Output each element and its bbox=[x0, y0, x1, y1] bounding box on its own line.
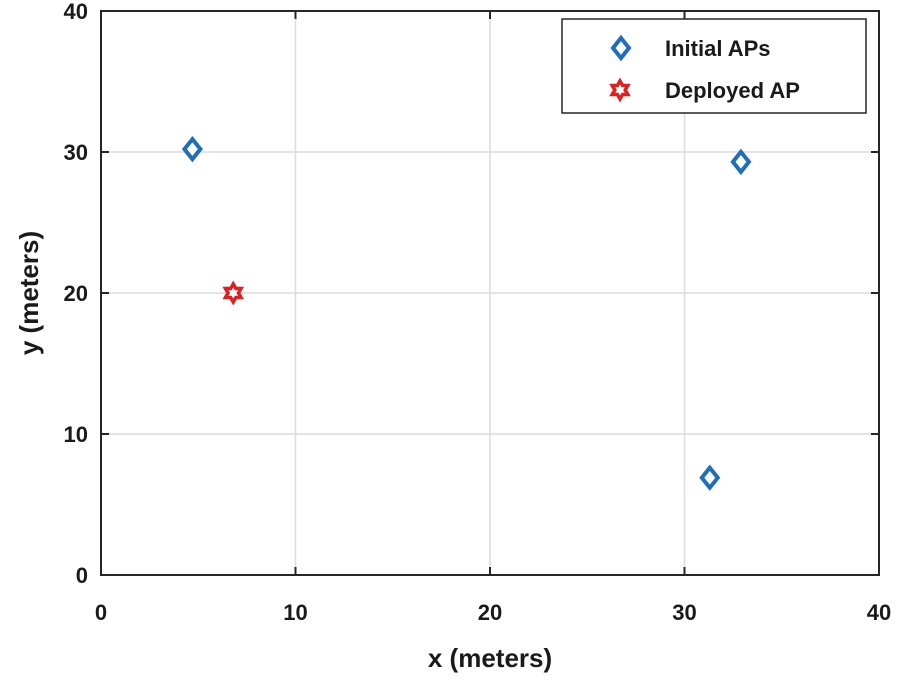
legend-diamond-icon bbox=[610, 34, 632, 62]
x-tick-label: 40 bbox=[867, 600, 891, 625]
x-axis-title: x (meters) bbox=[428, 643, 552, 673]
legend: Initial APs Deployed AP bbox=[561, 18, 867, 114]
data-points bbox=[181, 135, 752, 491]
y-axis-title: y (meters) bbox=[14, 231, 44, 355]
x-tick-labels: 0 10 20 30 40 bbox=[95, 600, 891, 625]
x-tick-label: 0 bbox=[95, 600, 107, 625]
y-tick-labels: 0 10 20 30 40 bbox=[64, 0, 88, 588]
initial-ap-point bbox=[181, 135, 203, 163]
legend-hexagram-icon bbox=[609, 77, 631, 103]
axis-ticks bbox=[100, 10, 880, 576]
initial-ap-point bbox=[699, 464, 721, 491]
x-tick-label: 30 bbox=[672, 600, 696, 625]
y-tick-label: 20 bbox=[64, 281, 88, 306]
y-tick-label: 10 bbox=[64, 422, 88, 447]
initial-ap-point bbox=[730, 148, 752, 176]
y-tick-label: 0 bbox=[76, 563, 88, 588]
legend-marker-deployed-ap bbox=[609, 77, 631, 103]
legend-label-deployed-ap: Deployed AP bbox=[665, 78, 800, 103]
legend-marker-initial-aps bbox=[610, 34, 632, 62]
y-tick-label: 30 bbox=[64, 140, 88, 165]
x-tick-label: 20 bbox=[478, 600, 502, 625]
deployed-ap-point bbox=[222, 280, 245, 306]
y-tick-label: 40 bbox=[64, 0, 88, 24]
x-tick-label: 10 bbox=[283, 600, 307, 625]
legend-box bbox=[561, 18, 867, 114]
legend-label-initial-aps: Initial APs bbox=[665, 36, 771, 61]
